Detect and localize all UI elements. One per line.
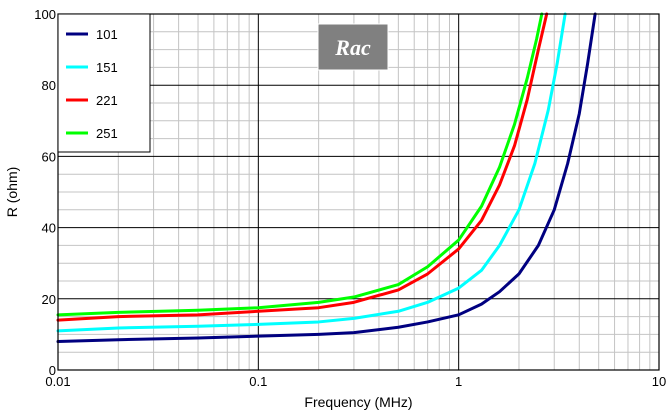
y-tick-label: 20	[42, 292, 56, 307]
x-tick-label: 10	[652, 374, 666, 389]
y-tick-label: 80	[42, 78, 56, 93]
y-tick-label: 60	[42, 149, 56, 164]
legend-items: 101 151 221 251	[66, 27, 118, 141]
y-tick-label: 100	[34, 7, 56, 22]
plot-frame	[57, 13, 660, 371]
legend-label-151: 151	[96, 60, 118, 75]
legend-label-101: 101	[96, 27, 118, 42]
rac-box	[317, 23, 389, 71]
legend-box	[57, 13, 151, 153]
x-axis-label: Frequency (MHz)	[304, 394, 412, 410]
x-tick-label: 1	[455, 374, 462, 389]
y-tick-label: 0	[49, 363, 56, 378]
legend: 101 151 221 251	[57, 13, 151, 153]
rac-annotation: Rac	[317, 23, 389, 71]
series-line-251	[56, 12, 544, 317]
series-line-221	[56, 12, 549, 322]
series-line-151	[56, 12, 567, 333]
legend-label-221: 221	[96, 93, 118, 108]
x-tick-label: 0.1	[249, 374, 267, 389]
legend-label-251: 251	[96, 126, 118, 141]
y-axis-label: R (ohm)	[4, 167, 20, 218]
minor-grid	[58, 14, 659, 370]
y-tick-label: 40	[42, 221, 56, 236]
x-tick-label: 0.01	[45, 374, 70, 389]
rac-label: Rac	[334, 35, 371, 60]
series-line-101	[56, 12, 597, 344]
series-layer	[56, 12, 597, 344]
